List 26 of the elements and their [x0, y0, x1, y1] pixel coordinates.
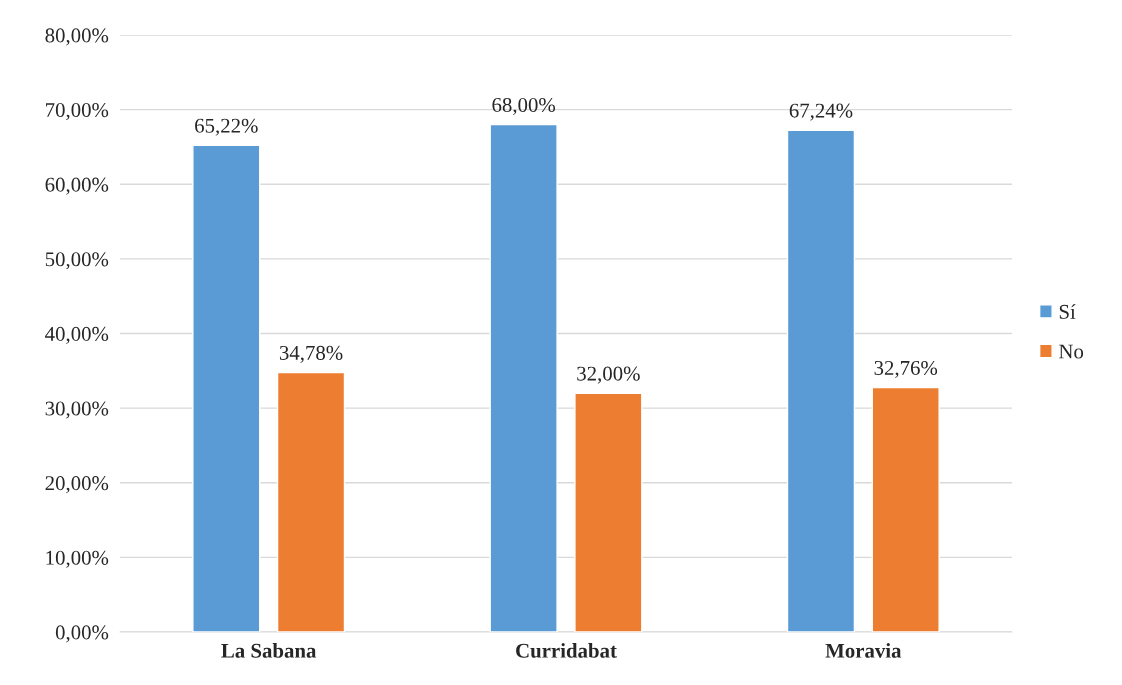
bar — [276, 371, 346, 632]
x-tick-label: La Sabana — [221, 643, 317, 658]
y-tick-label: 70,00% — [46, 103, 109, 121]
bar — [574, 392, 643, 632]
x-tick-label: Moravia — [825, 643, 902, 658]
y-tick-label: 10,00% — [46, 550, 109, 568]
y-tick-label: 0,00% — [55, 625, 109, 643]
legend-label: No — [1059, 344, 1084, 359]
y-tick-label: 50,00% — [45, 252, 109, 270]
bar — [871, 386, 940, 632]
x-tick-label: Curridabat — [516, 643, 617, 658]
data-label: 32,00% — [577, 366, 640, 384]
data-label: 68,00% — [492, 97, 556, 115]
legend-label: Sí — [1059, 304, 1076, 319]
y-tick-label: 40,00% — [45, 326, 109, 344]
y-tick-label: 30,00% — [45, 401, 109, 419]
bar — [192, 144, 261, 632]
data-label: 67,24% — [789, 103, 853, 121]
bar — [489, 123, 558, 632]
y-tick-label: 60,00% — [45, 177, 109, 195]
data-label: 65,22% — [195, 118, 258, 136]
y-tick-label: 20,00% — [45, 476, 109, 494]
data-label: 34,78% — [279, 345, 343, 363]
bar — [786, 129, 856, 632]
y-tick-label: 80,00% — [45, 28, 109, 46]
data-label: 32,76% — [874, 360, 938, 378]
